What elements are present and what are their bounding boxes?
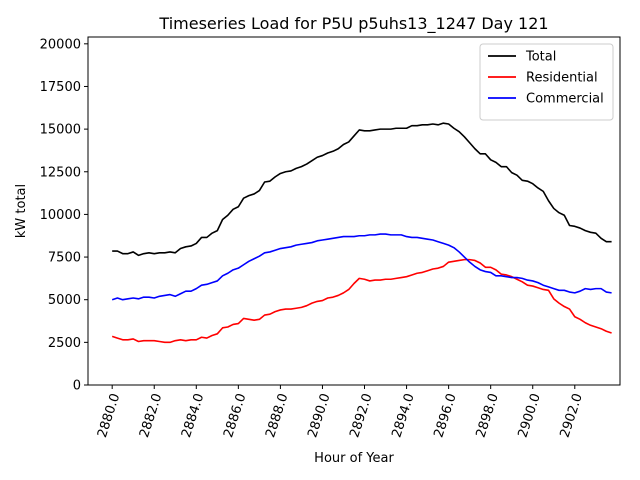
chart-title: Timeseries Load for P5U p5uhs13_1247 Day…	[158, 14, 548, 34]
y-axis: 0 2500 5000 7500 10000 12500 15000 17500 20000	[40, 37, 88, 394]
series-layer	[111, 122, 612, 344]
series-line-total	[112, 122, 612, 257]
y-tick-label: 5000	[48, 293, 81, 308]
y-tick-label: 20000	[40, 37, 81, 52]
y-axis-title: kW total	[14, 184, 29, 238]
x-axis-title: Hour of Year	[314, 451, 394, 466]
legend-label-commercial: Commercial	[526, 92, 604, 107]
legend-label-residential: Residential	[526, 71, 598, 86]
y-tick-label: 2500	[48, 336, 81, 351]
y-tick-label: 15000	[40, 123, 81, 138]
y-tick-label: 17500	[40, 80, 81, 95]
y-tick-label: 12500	[40, 165, 81, 180]
y-tick-label: 7500	[48, 251, 81, 266]
legend-box	[479, 43, 614, 121]
legend: Total Residential Commercial	[479, 43, 614, 121]
y-tick-label: 10000	[40, 208, 81, 223]
series-line-commercial	[111, 233, 612, 301]
legend-label-total: Total	[525, 50, 556, 65]
series-line-residential	[111, 258, 612, 344]
y-tick-label: 0	[73, 379, 81, 394]
plot-frame	[87, 36, 621, 386]
